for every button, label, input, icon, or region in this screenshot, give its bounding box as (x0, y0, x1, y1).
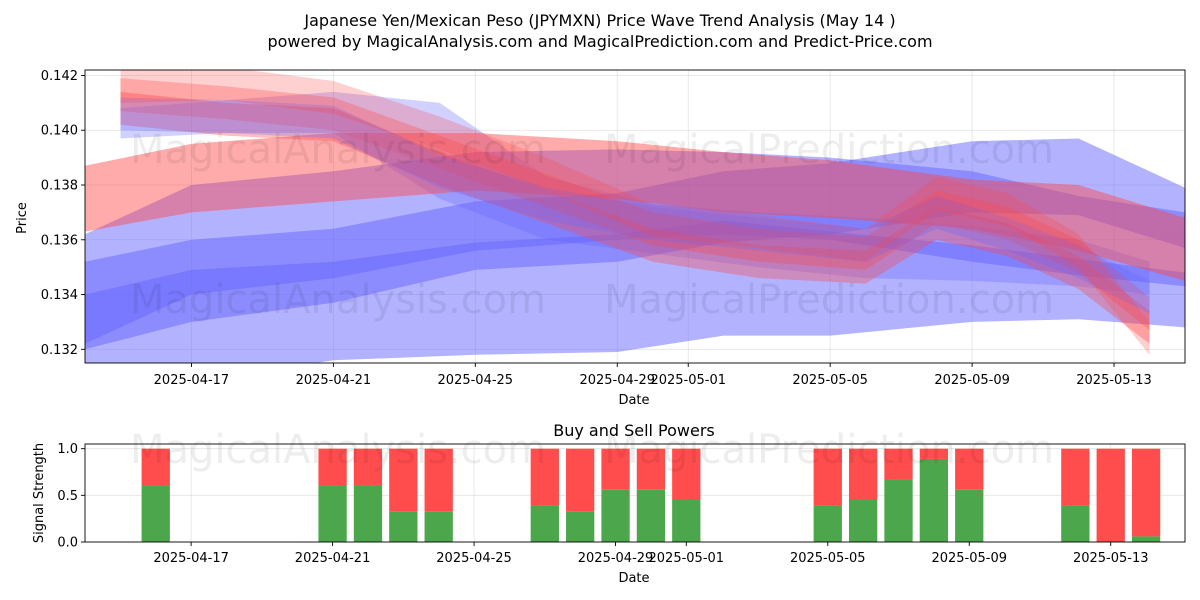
chart-title-line-2: powered by MagicalAnalysis.com and Magic… (267, 32, 932, 51)
watermark-left-mid: MagicalAnalysis.com (130, 277, 546, 323)
price-x-tick-label: 2025-04-29 (579, 373, 655, 388)
sell-bar (813, 448, 842, 506)
signal-x-axis-label: Date (618, 571, 649, 586)
signal-x-axis: 2025-04-17 2025-04-21 2025-04-25 2025-04-29… (153, 542, 1149, 566)
sell-bar (1061, 448, 1090, 506)
price-x-axis: 2025-04-17 2025-04-21 2025-04-25 2025-04-29… (154, 363, 1152, 388)
buy-bar (813, 505, 842, 542)
price-wave-bands (85, 70, 1185, 363)
signal-y-tick-label: 0.0 (57, 536, 78, 551)
price-y-tick-label: 0.138 (41, 179, 78, 194)
buy-bar (318, 485, 347, 542)
buy-bar (919, 458, 949, 542)
wave-band-blue-4 (120, 91, 1150, 295)
price-x-tick-label: 2025-05-05 (792, 373, 868, 388)
signal-panel: Buy and Sell Powers MagicalAnalysis.com … (32, 421, 1186, 586)
sell-bar (318, 448, 347, 486)
signal-x-tick-label: 2025-05-09 (931, 551, 1007, 566)
signal-y-tick-label: 1.0 (57, 442, 78, 457)
buy-bar (530, 505, 559, 542)
buy-bar (1061, 505, 1090, 542)
watermark-left-top: MagicalAnalysis.com (130, 127, 546, 173)
sell-bar (601, 448, 630, 490)
sell-bar (424, 448, 453, 512)
price-x-axis-label: Date (618, 393, 649, 408)
price-panel: MagicalAnalysis.com MagicalPrediction.co… (15, 69, 1186, 408)
price-plot-frame (84, 69, 1186, 364)
buy-bar (1131, 536, 1161, 542)
price-y-tick-label: 0.134 (41, 288, 78, 303)
buy-bar (353, 485, 383, 542)
price-y-axis: 0.132 0.134 0.136 0.138 0.140 0.142 (41, 69, 85, 358)
price-x-tick-label: 2025-04-21 (296, 373, 372, 388)
signal-x-tick-label: 2025-05-13 (1073, 551, 1149, 566)
price-y-tick-label: 0.132 (41, 343, 78, 358)
signal-bars (141, 448, 1161, 542)
signal-x-tick-label: 2025-04-21 (295, 551, 371, 566)
price-y-tick-label: 0.142 (41, 69, 78, 84)
signal-x-tick-label: 2025-05-01 (649, 551, 725, 566)
signal-y-axis: 0.0 0.5 1.0 (57, 442, 85, 551)
price-x-tick-label: 2025-05-09 (934, 373, 1010, 388)
sell-bar (389, 448, 418, 512)
buy-bar (141, 485, 170, 542)
watermark-right-mid: MagicalPrediction.com (604, 277, 1054, 323)
wave-band-red-5 (85, 133, 1185, 281)
buy-bar (672, 500, 701, 542)
price-y-tick-label: 0.140 (41, 124, 78, 139)
wave-band-red-7 (120, 78, 1150, 331)
signal-x-tick-label: 2025-04-29 (578, 551, 654, 566)
price-x-tick-label: 2025-04-17 (154, 373, 230, 388)
sell-bar (1096, 448, 1125, 542)
price-x-tick-label: 2025-05-01 (650, 373, 726, 388)
sell-bar (1131, 448, 1161, 537)
buy-bar (884, 479, 913, 542)
buy-bar (636, 489, 666, 542)
wave-band-blue-3 (85, 138, 1185, 350)
buy-bar (601, 489, 630, 542)
signal-x-tick-label: 2025-04-17 (153, 551, 229, 566)
price-x-tick-label: 2025-05-13 (1076, 373, 1152, 388)
sell-bar (672, 448, 701, 500)
watermark-right-bottom: MagicalPrediction.com (604, 427, 1054, 473)
sell-bar (353, 448, 383, 486)
wave-band-blue-8 (120, 97, 1150, 314)
signal-x-tick-label: 2025-04-25 (436, 551, 512, 566)
sell-bar (566, 448, 595, 512)
sell-bar (884, 448, 913, 480)
sell-bar (919, 448, 949, 459)
sell-bar (636, 448, 666, 490)
price-x-tick-label: 2025-04-25 (438, 373, 514, 388)
wave-band-red-6 (120, 91, 1150, 344)
buy-bar (955, 489, 984, 542)
price-y-axis-label: Price (15, 202, 30, 234)
chart-title-line-1: Japanese Yen/Mexican Peso (JPYMXN) Price… (303, 11, 895, 30)
signal-y-tick-label: 0.5 (57, 489, 78, 504)
watermark-left-bottom: MagicalAnalysis.com (130, 427, 546, 473)
signal-x-tick-label: 2025-05-05 (790, 551, 866, 566)
wave-band-blue-1 (85, 220, 1185, 363)
signal-plot-frame (84, 443, 1186, 543)
watermark-right-top: MagicalPrediction.com (604, 127, 1054, 173)
sell-bar (955, 448, 984, 490)
sell-bar (848, 448, 878, 500)
signal-chart-title: Buy and Sell Powers (553, 421, 715, 440)
price-y-tick-label: 0.136 (41, 233, 78, 248)
buy-bar (848, 500, 878, 542)
signal-y-axis-label: Signal Strength (32, 443, 47, 543)
buy-bar (566, 511, 595, 542)
sell-bar (141, 448, 170, 486)
buy-bar (389, 511, 418, 542)
wave-band-red-9 (120, 70, 1150, 355)
sell-bar (530, 448, 559, 506)
buy-bar (424, 511, 453, 542)
